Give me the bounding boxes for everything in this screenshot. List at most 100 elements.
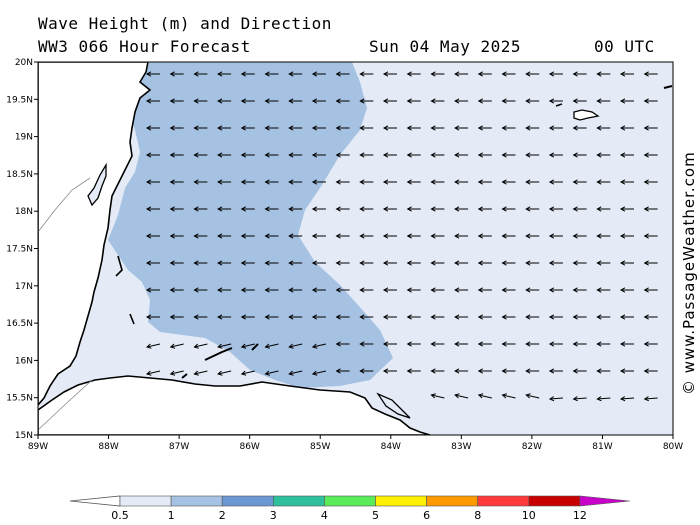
wave-arrow — [240, 370, 255, 376]
wave-arrow — [477, 179, 492, 185]
wave-arrow — [240, 343, 255, 349]
wave-arrow — [335, 341, 350, 347]
wave-arrow — [501, 179, 516, 185]
wave-arrow — [477, 287, 492, 293]
wave-arrow — [454, 206, 469, 212]
wave-arrow — [596, 98, 611, 104]
wave-arrow — [430, 152, 445, 158]
wave-arrow — [288, 98, 303, 104]
wave-arrow — [430, 125, 445, 131]
wave-arrow — [454, 260, 469, 266]
wave-arrow — [406, 179, 421, 185]
wave-arrow — [548, 314, 563, 320]
wave-arrow — [240, 206, 255, 212]
lon-tick-label: 83W — [451, 442, 471, 452]
wave-arrow — [382, 341, 397, 347]
wave-arrow — [572, 125, 587, 131]
wave-arrow — [454, 314, 469, 320]
wave-arrow — [501, 260, 516, 266]
wave-arrow — [596, 233, 611, 239]
wave-arrow — [311, 314, 326, 320]
lat-tick-label: 18N — [15, 207, 33, 217]
wave-arrow — [193, 71, 208, 77]
wave-arrow — [382, 125, 397, 131]
colorbar-cell — [375, 495, 427, 507]
wave-arrow — [430, 260, 445, 266]
colorbar-cell — [324, 495, 376, 507]
wave-arrow — [311, 370, 327, 376]
wave-arrow — [501, 314, 516, 320]
wave-arrow — [548, 287, 563, 293]
wave-arrow — [406, 206, 421, 212]
wave-arrow — [169, 314, 184, 320]
colorbar-cell — [221, 495, 274, 507]
jamaica-tip — [663, 85, 673, 89]
wave-arrow — [477, 341, 492, 347]
wave-arrow — [359, 314, 374, 320]
wave-arrow — [145, 343, 161, 349]
lat-tick-label: 19N — [15, 133, 33, 143]
wave-arrow — [525, 206, 540, 212]
wave-arrow — [572, 287, 587, 293]
wave-arrow — [359, 98, 374, 104]
wave-arrow — [169, 152, 184, 158]
wave-arrow — [311, 98, 326, 104]
wave-arrow — [643, 206, 658, 212]
colorbar-cell — [119, 495, 172, 507]
wave-arrow — [430, 98, 445, 104]
wave-arrow — [454, 98, 469, 104]
wave-arrow — [406, 341, 421, 347]
wave-arrow — [193, 206, 208, 212]
wave-arrow — [643, 71, 658, 77]
wave-arrow — [193, 98, 208, 104]
wave-arrow — [619, 71, 634, 77]
lon-tick-label: 86W — [239, 442, 259, 452]
forecast-time: 00 UTC — [594, 37, 655, 56]
colorbar-cell — [426, 495, 479, 507]
wave-arrow — [145, 233, 160, 239]
lon-tick-label: 85W — [310, 442, 330, 452]
wave-arrow — [240, 98, 255, 104]
wave-arrow — [217, 152, 232, 158]
wave-arrow — [145, 179, 160, 185]
title-line-2: WW3 066 Hour Forecast — [38, 37, 251, 56]
wave-arrow — [525, 260, 540, 266]
wave-arrow — [548, 341, 563, 347]
wave-arrow — [288, 206, 303, 212]
wave-arrow — [643, 233, 658, 239]
wave-arrow — [335, 287, 350, 293]
lon-tick-label: 88W — [98, 442, 118, 452]
wave-arrow — [382, 287, 397, 293]
wave-arrow — [477, 71, 492, 77]
wave-arrow — [217, 98, 232, 104]
wave-arrow — [335, 314, 350, 320]
wave-arrow — [525, 341, 540, 347]
lon-tick-label: 81W — [592, 442, 612, 452]
wave-arrow — [264, 179, 279, 185]
colorbar-tick-label: 10 — [522, 509, 536, 522]
wave-arrow — [596, 368, 611, 374]
wave-arrow — [454, 179, 469, 185]
lat-tick-label: 19.5N — [6, 95, 33, 105]
wave-arrow — [643, 125, 658, 131]
wave-arrow — [430, 233, 445, 239]
wave-arrow — [619, 287, 634, 293]
wave-arrow — [596, 71, 611, 77]
colorbar-cell — [170, 495, 223, 507]
wave-arrow — [193, 314, 208, 320]
wave-arrow — [501, 206, 516, 212]
country-border-south — [38, 379, 93, 431]
wave-arrow — [572, 260, 587, 266]
wave-arrow — [619, 341, 634, 347]
wave-arrow — [430, 393, 445, 399]
wave-arrow — [501, 287, 516, 293]
wave-arrow — [477, 152, 492, 158]
wave-arrow — [311, 260, 326, 266]
wave-arrow — [169, 287, 184, 293]
wave-arrow — [359, 287, 374, 293]
wave-arrow — [288, 370, 303, 376]
wave-arrow — [406, 98, 421, 104]
wave-arrow — [501, 368, 516, 374]
wave-arrow — [525, 233, 540, 239]
wave-arrow — [311, 179, 326, 185]
